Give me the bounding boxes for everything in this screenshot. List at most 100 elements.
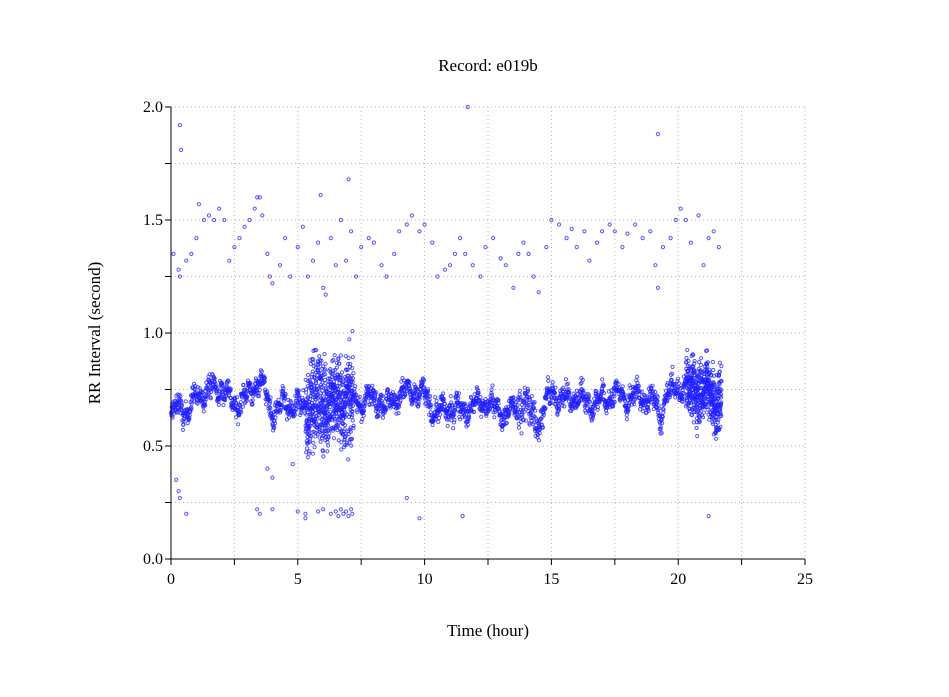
data-point: [366, 236, 371, 241]
data-point: [544, 245, 549, 250]
data-point: [343, 258, 349, 263]
data-point: [321, 454, 326, 459]
data-point: [705, 364, 710, 369]
data-point: [498, 256, 503, 261]
data-point: [541, 425, 546, 430]
data-point: [319, 358, 324, 363]
data-point: [522, 409, 527, 414]
data-point: [256, 394, 262, 399]
data-point: [320, 449, 326, 454]
data-point: [348, 361, 353, 367]
data-point: [612, 394, 617, 399]
data-point: [349, 507, 354, 512]
data-point: [465, 104, 470, 110]
data-point: [320, 423, 325, 428]
data-point: [661, 407, 666, 412]
data-point: [580, 377, 585, 382]
data-point: [350, 366, 355, 371]
data-point: [422, 378, 427, 383]
data-point: [328, 236, 333, 241]
data-point: [404, 495, 409, 501]
data-point: [533, 416, 539, 421]
data-point: [354, 408, 359, 413]
data-point: [696, 213, 701, 218]
data-point: [719, 388, 724, 393]
data-point: [685, 347, 690, 353]
data-point: [314, 348, 319, 353]
data-point: [344, 442, 349, 447]
chart-title: Record: e019b: [438, 56, 538, 75]
data-point: [417, 396, 422, 401]
data-point: [442, 401, 447, 406]
data-point: [192, 386, 197, 391]
data-point: [374, 390, 379, 395]
data-point: [689, 413, 695, 418]
data-point: [316, 370, 321, 375]
data-point: [428, 410, 433, 415]
data-point: [339, 440, 344, 445]
data-point: [300, 224, 305, 229]
data-point: [676, 381, 682, 386]
data-point: [484, 413, 489, 418]
data-point: [323, 292, 328, 297]
data-point: [620, 389, 626, 395]
data-point: [552, 390, 558, 395]
data-point: [706, 236, 711, 241]
data-point: [524, 401, 529, 406]
data-point: [409, 213, 414, 218]
data-point: [456, 396, 461, 401]
data-point: [346, 177, 351, 182]
data-point: [296, 388, 301, 393]
data-point: [262, 375, 268, 380]
data-point: [602, 391, 607, 396]
data-point: [333, 509, 338, 514]
data-point: [371, 240, 376, 245]
data-point: [177, 274, 182, 279]
data-point: [666, 384, 671, 389]
data-point: [502, 415, 508, 420]
data-point: [404, 222, 409, 227]
data-point: [409, 388, 414, 393]
data-point: [332, 353, 337, 358]
data-point: [504, 420, 509, 426]
data-point: [341, 429, 346, 434]
data-point: [492, 415, 497, 420]
data-point: [426, 389, 431, 394]
data-point: [441, 397, 446, 402]
data-point: [310, 258, 316, 263]
data-point: [522, 400, 527, 405]
data-point: [362, 408, 367, 413]
data-point: [310, 451, 315, 456]
data-point: [316, 509, 321, 514]
data-point: [339, 447, 344, 452]
data-point: [315, 383, 320, 388]
data-point: [417, 516, 422, 521]
data-point: [497, 409, 502, 414]
data-point: [451, 420, 457, 425]
data-point: [600, 229, 605, 234]
data-point: [334, 360, 339, 365]
data-point: [511, 285, 516, 290]
data-point: [591, 411, 597, 416]
data-point: [587, 394, 592, 399]
data-point: [650, 389, 656, 394]
data-point: [255, 507, 260, 512]
data-point: [697, 419, 702, 424]
data-point: [489, 387, 494, 392]
data-point: [442, 267, 447, 272]
data-point: [241, 382, 246, 388]
data-point: [239, 410, 244, 415]
data-point: [549, 401, 554, 406]
x-tick-label: 0: [167, 571, 175, 588]
data-point: [373, 393, 378, 398]
data-point: [280, 388, 286, 393]
data-point: [281, 396, 286, 401]
data-point: [342, 427, 347, 432]
data-point: [416, 404, 421, 409]
data-point: [637, 392, 642, 397]
data-point: [331, 368, 336, 373]
data-point: [331, 357, 336, 363]
data-point: [326, 376, 331, 381]
data-point: [569, 226, 574, 232]
data-point: [250, 401, 255, 407]
